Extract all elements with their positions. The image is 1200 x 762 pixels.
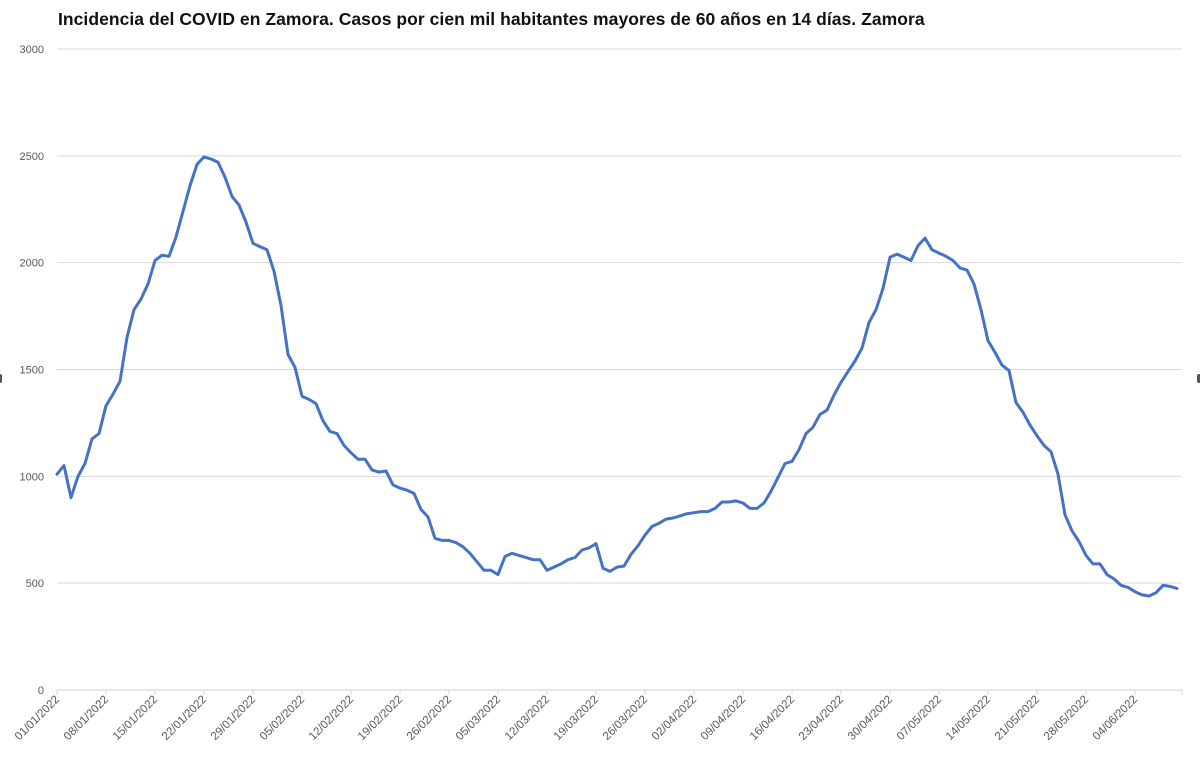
y-tick-label: 2000 bbox=[20, 258, 44, 270]
x-tick-label: 23/04/2022 bbox=[797, 694, 846, 743]
x-tick-label: 26/03/2022 bbox=[601, 694, 650, 743]
series-line bbox=[55, 155, 1179, 598]
x-tick-label: 09/04/2022 bbox=[699, 694, 748, 743]
x-tick-label: 26/02/2022 bbox=[405, 694, 454, 743]
right-edge-mark bbox=[1197, 374, 1200, 383]
x-tick-label: 05/03/2022 bbox=[454, 694, 503, 743]
x-tick-label: 19/03/2022 bbox=[552, 694, 601, 743]
x-tick-label: 15/01/2022 bbox=[111, 694, 160, 743]
x-tick-label: 22/01/2022 bbox=[160, 694, 209, 743]
x-tick-label: 07/05/2022 bbox=[895, 694, 944, 743]
x-tick-label: 16/04/2022 bbox=[748, 694, 797, 743]
chart-title: Incidencia del COVID en Zamora. Casos po… bbox=[58, 9, 925, 29]
x-tick-label: 19/02/2022 bbox=[356, 694, 405, 743]
x-axis-ticks: 01/01/2022 08/01/2022 15/01/2022 22/01/2022… bbox=[13, 690, 1183, 743]
x-tick-label: 08/01/2022 bbox=[62, 694, 111, 743]
x-tick-label: 12/02/2022 bbox=[307, 694, 356, 743]
x-tick-label: 14/05/2022 bbox=[944, 694, 993, 743]
gridlines bbox=[57, 48, 1182, 584]
y-tick-label: 1000 bbox=[20, 471, 44, 483]
x-tick-label: 04/06/2022 bbox=[1091, 694, 1140, 743]
x-tick-label: 28/05/2022 bbox=[1042, 694, 1091, 743]
y-tick-label: 1500 bbox=[20, 365, 44, 377]
y-tick-label: 2500 bbox=[20, 151, 44, 163]
x-tick-label: 01/01/2022 bbox=[13, 694, 62, 743]
left-edge-mark bbox=[0, 374, 2, 383]
x-tick-label: 05/02/2022 bbox=[258, 694, 307, 743]
y-axis-ticks: 0 500 1000 1500 2000 2500 3000 bbox=[20, 44, 44, 697]
x-tick-label: 02/04/2022 bbox=[650, 694, 699, 743]
y-tick-label: 0 bbox=[38, 685, 44, 697]
x-tick-label: 12/03/2022 bbox=[503, 694, 552, 743]
y-tick-label: 500 bbox=[26, 578, 44, 590]
x-tick-label: 21/05/2022 bbox=[993, 694, 1042, 743]
x-tick-label: 30/04/2022 bbox=[846, 694, 895, 743]
x-tick-label: 29/01/2022 bbox=[209, 694, 258, 743]
y-tick-label: 3000 bbox=[20, 44, 44, 56]
